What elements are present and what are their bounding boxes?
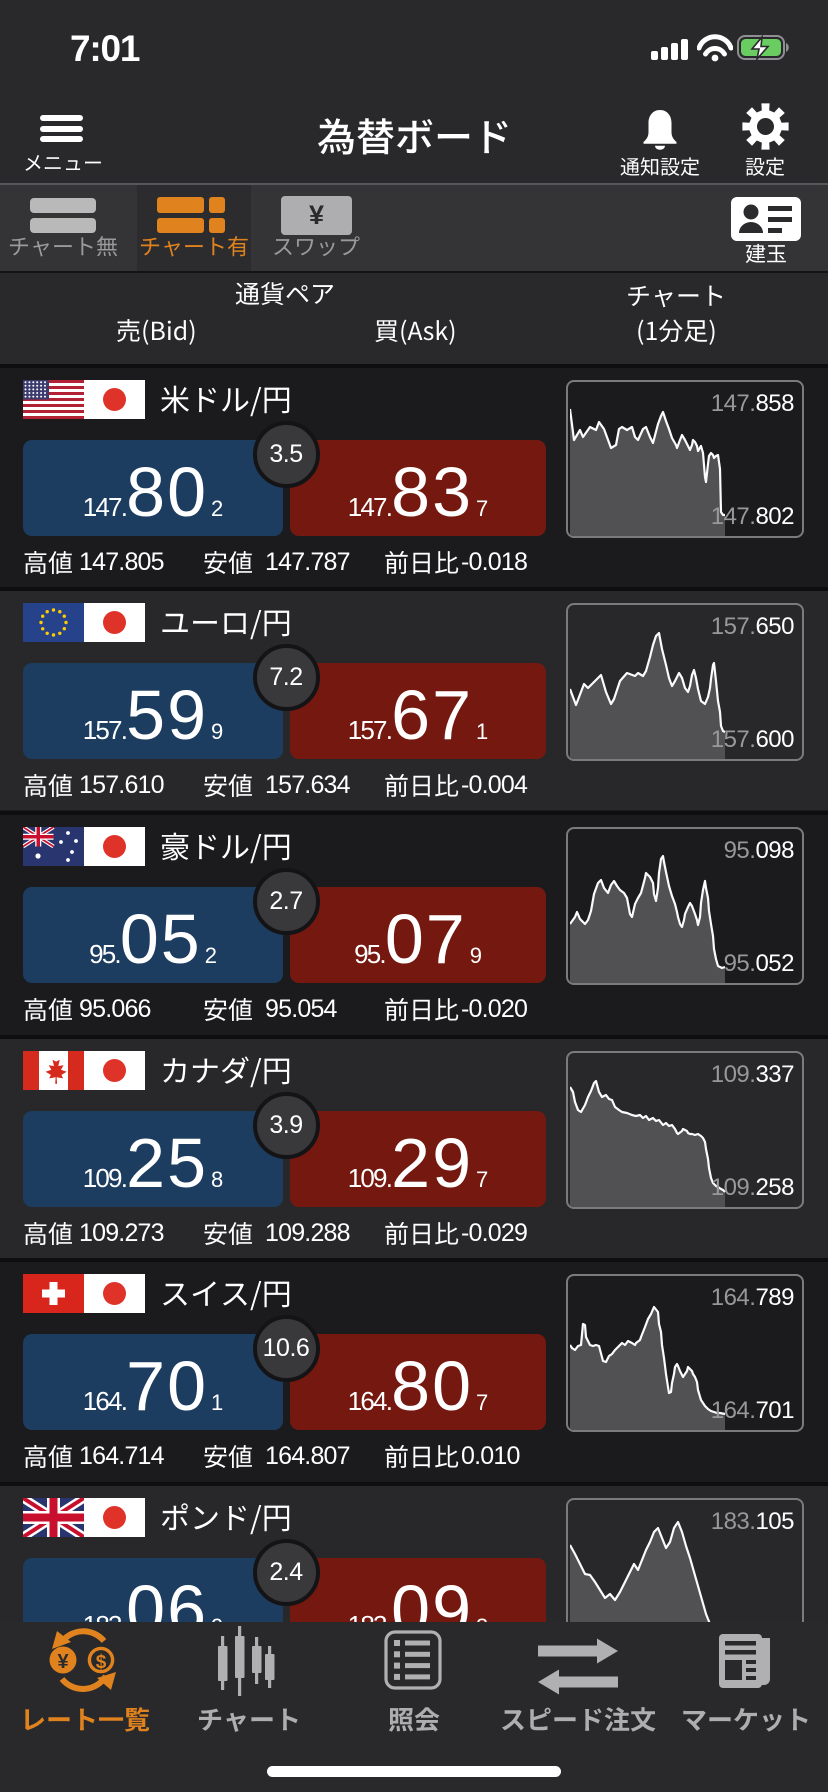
svg-text:$: $	[96, 1652, 107, 1673]
svg-text:¥: ¥	[57, 1651, 69, 1673]
